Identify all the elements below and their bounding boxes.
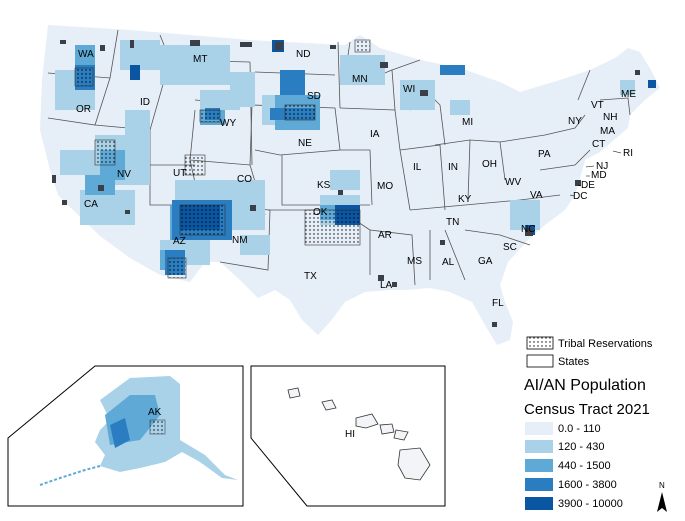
label-IL: IL <box>413 162 422 173</box>
tracts-class1 <box>55 40 635 265</box>
label-KS: KS <box>317 180 331 191</box>
label-MA: MA <box>600 126 615 137</box>
label-DC: DC <box>573 191 587 202</box>
label-NE: NE <box>298 138 312 149</box>
label-OK: OK <box>313 207 328 218</box>
contiguous-us: WA OR CA ID NV MT WY UT AZ CO NM ND SD N… <box>40 25 660 345</box>
legend-swatch-4 <box>525 497 553 510</box>
label-ID: ID <box>140 97 150 108</box>
legend-states-swatch <box>526 354 554 368</box>
label-MD: MD <box>591 170 607 181</box>
label-TX: TX <box>304 271 317 282</box>
legend-swatch-1 <box>525 440 553 453</box>
label-RI: RI <box>623 148 633 159</box>
label-SD: SD <box>307 91 321 102</box>
state-labels: WA OR CA ID NV MT WY UT AZ CO NM ND SD N… <box>76 49 636 309</box>
label-MO: MO <box>377 181 393 192</box>
tribal-reservations <box>74 39 371 279</box>
alaska-inset: AK <box>7 365 244 507</box>
north-arrow: N <box>657 481 667 512</box>
legend-tribal-swatch <box>526 336 554 350</box>
legend-swatch-3 <box>525 478 553 491</box>
label-AK: AK <box>148 407 162 418</box>
label-VA: VA <box>530 190 543 201</box>
legend-class-3: 1600 - 3800 <box>558 479 617 491</box>
label-GA: GA <box>478 256 493 267</box>
label-OR: OR <box>76 104 91 115</box>
label-NH: NH <box>603 112 617 123</box>
north-arrow-label: N <box>659 481 665 490</box>
label-CT: CT <box>592 139 605 150</box>
label-NC: NC <box>521 224 535 235</box>
label-AZ: AZ <box>173 236 186 247</box>
label-IA: IA <box>370 129 380 140</box>
label-IN: IN <box>448 162 458 173</box>
legend-classes: 0.0 - 110 120 - 430 440 - 1500 1600 - 38… <box>525 422 623 510</box>
label-TN: TN <box>446 217 459 228</box>
legend-tribal-label: Tribal Reservations <box>558 338 653 350</box>
label-NM: NM <box>232 235 248 246</box>
label-MT: MT <box>193 54 207 65</box>
label-PA: PA <box>538 149 551 160</box>
legend-swatch-0 <box>525 422 553 435</box>
label-WI: WI <box>403 84 415 95</box>
legend-subtitle: Census Tract 2021 <box>524 401 650 418</box>
label-NJ: NJ <box>596 161 608 172</box>
label-AR: AR <box>378 230 392 241</box>
legend: Tribal Reservations States AI/AN Populat… <box>524 336 653 510</box>
label-CO: CO <box>237 174 252 185</box>
north-arrow-icon <box>657 492 667 512</box>
hawaii-inset-frame <box>250 365 446 507</box>
legend-class-1: 120 - 430 <box>558 441 604 453</box>
legend-states-label: States <box>558 356 590 368</box>
hawaii-inset: HI <box>250 365 446 507</box>
label-SC: SC <box>503 242 517 253</box>
label-LA: LA <box>380 280 393 291</box>
label-MI: MI <box>462 117 473 128</box>
label-WY: WY <box>220 118 236 129</box>
label-HI: HI <box>345 429 355 440</box>
legend-class-2: 440 - 1500 <box>558 460 611 472</box>
label-FL: FL <box>492 298 504 309</box>
legend-class-4: 3900 - 10000 <box>558 498 623 510</box>
label-VT: VT <box>591 100 604 111</box>
label-UT: UT <box>173 168 186 179</box>
reservation-specks <box>52 40 640 327</box>
label-ME: ME <box>621 89 636 100</box>
label-MS: MS <box>407 256 422 267</box>
label-DE: DE <box>581 180 595 191</box>
label-ND: ND <box>296 49 310 60</box>
label-WV: WV <box>505 177 521 188</box>
label-CA: CA <box>84 199 98 210</box>
legend-class-0: 0.0 - 110 <box>558 423 601 435</box>
label-MN: MN <box>352 74 368 85</box>
label-NY: NY <box>568 116 582 127</box>
label-OH: OH <box>482 159 497 170</box>
label-AL: AL <box>442 257 455 268</box>
label-NV: NV <box>117 169 131 180</box>
label-KY: KY <box>458 194 472 205</box>
label-WA: WA <box>78 49 94 60</box>
legend-swatch-2 <box>525 459 553 472</box>
legend-title: AI/AN Population <box>524 377 646 394</box>
